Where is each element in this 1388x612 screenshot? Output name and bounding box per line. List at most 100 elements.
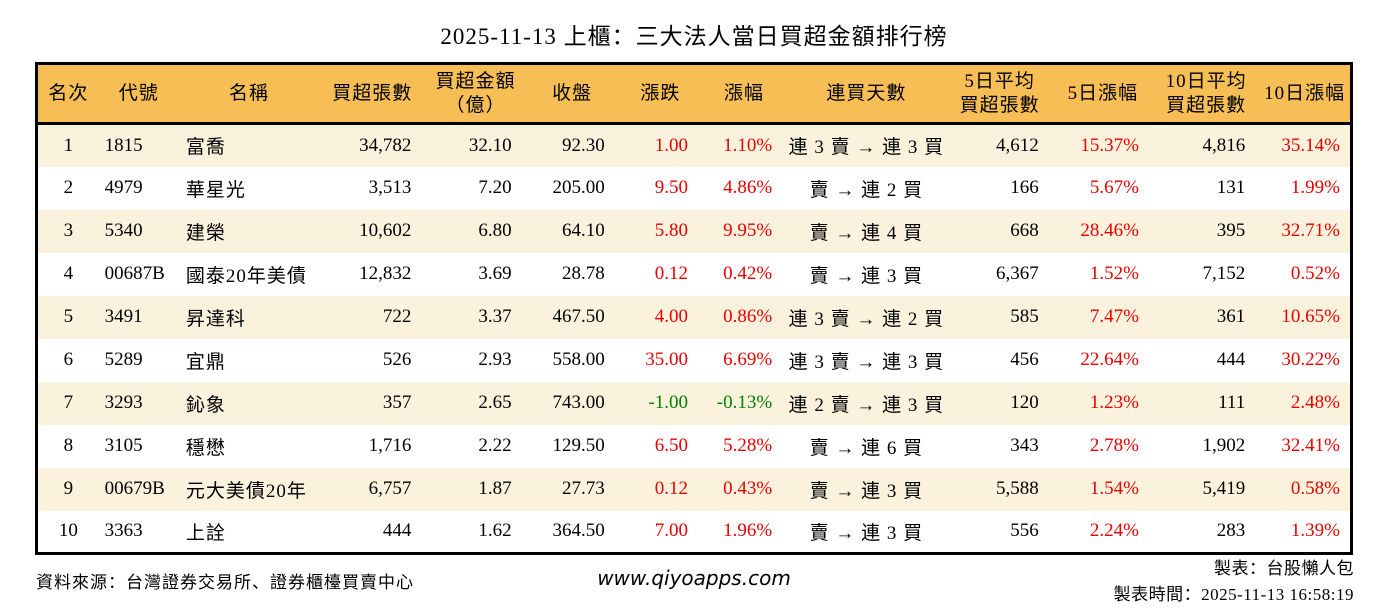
cell-streak: 賣 → 連 3 買 [809, 480, 924, 502]
cell-change: 1.00 [654, 134, 688, 156]
ranking-table: 名次 代號 名稱 買超張數 買超金額 （億） 收盤 漲跌 漲幅 連買天數 5日平… [35, 62, 1353, 555]
col-header-change: 漲跌 [618, 63, 702, 125]
cell-volume: 526 [382, 349, 412, 370]
cell-close: 129.50 [552, 435, 605, 456]
cell-avg10: 7,152 [1202, 263, 1246, 284]
cell-name: 鈊象 [185, 394, 226, 416]
col-header-rank: 名次 [36, 63, 99, 125]
cell-code: 5340 [104, 220, 143, 241]
cell-avg10: 111 [1218, 392, 1246, 413]
cell-pct10: 2.48% [1290, 392, 1340, 413]
cell-code: 00679B [104, 478, 165, 499]
cell-pct5: 2.24% [1089, 520, 1139, 542]
cell-pct5: 28.46% [1080, 220, 1139, 241]
footer-source: 資料來源：台灣證券交易所、證券櫃檯買賣中心 [36, 573, 414, 592]
cell-avg5: 556 [1010, 520, 1039, 542]
cell-streak: 連 3 賣 → 連 3 買 [788, 137, 945, 159]
cell-pct5: 22.64% [1080, 349, 1139, 370]
cell-pct10: 30.22% [1281, 349, 1340, 370]
cell-rank: 7 [63, 392, 74, 413]
cell-streak: 賣 → 連 2 買 [809, 179, 924, 201]
cell-pct5: 2.78% [1089, 435, 1139, 456]
table-body: 1 1815 富喬 34,782 32.10 92.30 1.00 1.10% … [36, 123, 1352, 554]
cell-volume: 10,602 [359, 220, 412, 241]
cell-amount: 2.22 [478, 435, 512, 456]
table-row: 1 1815 富喬 34,782 32.10 92.30 1.00 1.10% … [36, 123, 1352, 167]
cell-pct5: 1.54% [1089, 478, 1139, 499]
cell-amount: 7.20 [478, 177, 512, 198]
cell-streak: 賣 → 連 4 買 [809, 222, 924, 244]
page-title: 2025-11-13 上櫃：三大法人當日買超金額排行榜 [440, 24, 948, 49]
cell-amount: 6.80 [478, 220, 512, 241]
col-header-pct10: 10日漲幅 [1259, 63, 1352, 125]
cell-volume: 444 [382, 520, 412, 542]
cell-volume: 12,832 [359, 263, 412, 284]
col-header-streak: 連買天數 [786, 63, 947, 125]
cell-change: 0.12 [654, 263, 688, 284]
cell-volume: 3,513 [368, 177, 412, 198]
cell-change: -1.00 [648, 392, 688, 413]
cell-rank: 5 [63, 306, 74, 327]
cell-change-pct: 1.96% [723, 520, 773, 542]
cell-name: 建榮 [185, 222, 226, 244]
cell-avg5: 120 [1010, 392, 1039, 413]
cell-change-pct: 0.42% [723, 263, 773, 284]
cell-change-pct: 9.95% [723, 220, 773, 241]
cell-name: 宜鼎 [185, 351, 226, 373]
cell-name: 上詮 [185, 522, 226, 544]
cell-change-pct: 0.86% [723, 306, 773, 327]
cell-rank: 2 [63, 177, 74, 198]
cell-pct10: 0.52% [1290, 263, 1340, 284]
cell-rank: 1 [63, 134, 74, 156]
cell-avg5: 6,367 [996, 263, 1039, 284]
cell-avg10: 361 [1216, 306, 1246, 327]
col-header-avg5: 5日平均 買超張數 [946, 63, 1053, 125]
cell-amount: 3.69 [478, 263, 512, 284]
cell-change: 35.00 [645, 349, 688, 370]
cell-change: 7.00 [654, 520, 688, 542]
cell-name: 穩懋 [185, 437, 226, 459]
cell-pct5: 7.47% [1089, 306, 1139, 327]
cell-change: 4.00 [654, 306, 688, 327]
cell-close: 27.73 [562, 478, 605, 499]
table-row: 7 3293 鈊象 357 2.65 743.00 -1.00 -0.13% 連… [36, 381, 1352, 425]
cell-code: 1815 [104, 134, 143, 156]
cell-code: 3363 [104, 520, 143, 542]
cell-change-pct: -0.13% [716, 392, 773, 413]
cell-volume: 722 [382, 306, 412, 327]
cell-pct10: 32.41% [1281, 435, 1340, 456]
table-row: 6 5289 宜鼎 526 2.93 558.00 35.00 6.69% 連 … [36, 338, 1352, 382]
cell-close: 558.00 [552, 349, 605, 370]
cell-change: 5.80 [654, 220, 688, 241]
table-row: 9 00679B 元大美債20年 6,757 1.87 27.73 0.12 0… [36, 467, 1352, 511]
col-header-code: 代號 [98, 63, 179, 125]
cell-avg10: 4,816 [1202, 134, 1246, 156]
cell-streak: 連 3 賣 → 連 3 買 [788, 351, 945, 373]
table-row: 2 4979 華星光 3,513 7.20 205.00 9.50 4.86% … [36, 166, 1352, 210]
footer-website: www.qiyoapps.com [597, 566, 791, 590]
cell-avg5: 4,612 [996, 134, 1039, 156]
cell-close: 364.50 [552, 520, 605, 542]
cell-code: 5289 [104, 349, 143, 370]
cell-rank: 6 [63, 349, 74, 370]
cell-pct5: 15.37% [1080, 134, 1139, 156]
cell-avg10: 283 [1216, 520, 1246, 542]
footer-maker: 製表：台股懶人包 [1214, 559, 1354, 578]
table-row: 4 00687B 國泰20年美債 12,832 3.69 28.78 0.12 … [36, 252, 1352, 296]
cell-pct10: 32.71% [1281, 220, 1340, 241]
cell-change-pct: 5.28% [723, 435, 773, 456]
cell-volume: 34,782 [359, 134, 412, 156]
cell-volume: 1,716 [368, 435, 412, 456]
cell-change-pct: 1.10% [723, 134, 773, 156]
cell-streak: 賣 → 連 3 買 [809, 522, 924, 544]
cell-rank: 10 [58, 520, 78, 542]
cell-amount: 3.37 [478, 306, 512, 327]
cell-volume: 6,757 [368, 478, 412, 499]
cell-name: 華星光 [185, 179, 246, 201]
cell-close: 92.30 [562, 134, 605, 156]
cell-pct10: 10.65% [1281, 306, 1340, 327]
cell-avg10: 395 [1216, 220, 1246, 241]
cell-avg10: 1,902 [1202, 435, 1246, 456]
table-row: 8 3105 穩懋 1,716 2.22 129.50 6.50 5.28% 賣… [36, 424, 1352, 468]
footer-credits: 製表：台股懶人包 製表時間：2025-11-13 16:58:19 [1114, 556, 1354, 608]
